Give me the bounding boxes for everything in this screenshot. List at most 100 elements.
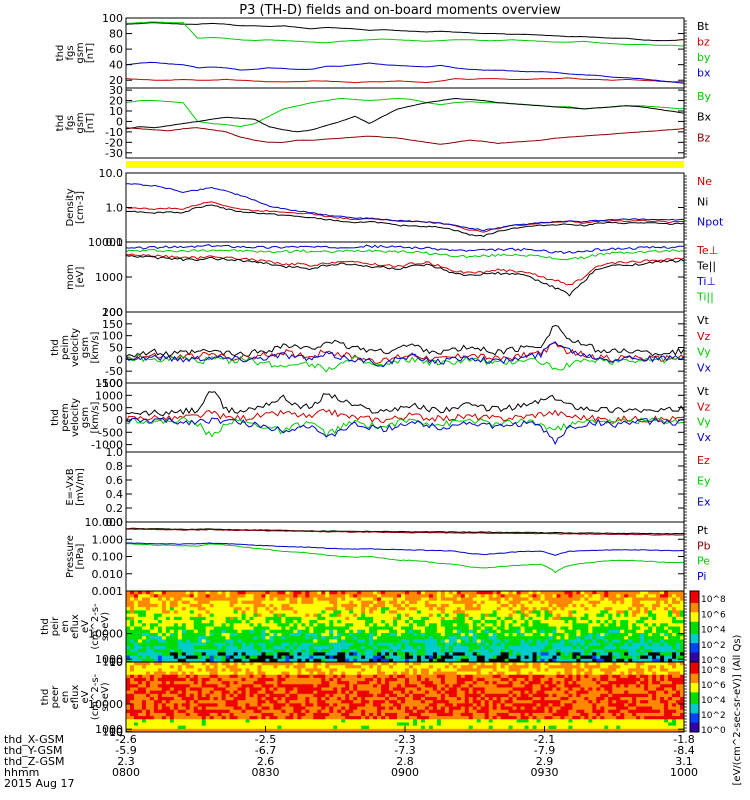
- spectrogram-cell: [205, 693, 211, 698]
- spectrogram-cell: [676, 600, 681, 605]
- spectrogram-cell: [357, 639, 362, 644]
- spectrogram-cell: [556, 591, 561, 595]
- spectrogram-cell: [189, 594, 195, 598]
- spectrogram-cell: [169, 620, 175, 624]
- spectrogram-cell: [289, 674, 294, 679]
- spectrogram-cell: [265, 716, 270, 720]
- spectrogram-cell: [496, 591, 502, 595]
- spectrogram-cell: [381, 607, 386, 611]
- spectrogram-cell: [153, 607, 159, 611]
- spectrogram-cell: [229, 700, 235, 704]
- spectrogram-cell: [173, 681, 179, 685]
- spectrogram-cell: [353, 620, 358, 624]
- spectrogram-cell: [576, 652, 581, 656]
- spectrogram-cell: [157, 613, 163, 618]
- spectrogram-cell: [424, 591, 430, 595]
- spectrogram-cell: [293, 591, 298, 595]
- spectrogram-cell: [293, 662, 298, 666]
- spectrogram-cell: [193, 677, 199, 682]
- spectrogram-cell: [528, 626, 533, 631]
- spectrogram-cell: [165, 616, 171, 621]
- spectrogram-cell: [185, 603, 191, 608]
- spectrogram-cell: [592, 607, 597, 611]
- spectrogram-cell: [201, 613, 207, 618]
- spectrogram-cell: [680, 636, 685, 640]
- spectrogram-cell: [185, 649, 191, 653]
- spectrogram-cell: [309, 610, 314, 614]
- spectrogram-cell: [321, 632, 326, 637]
- spectrogram-cell: [169, 716, 175, 720]
- spectrogram-cell: [301, 725, 306, 730]
- spectrogram-cell: [126, 706, 131, 711]
- spectrogram-cell: [584, 600, 589, 605]
- spectrogram-cell: [189, 607, 195, 611]
- spectrogram-cell: [165, 632, 171, 637]
- spectrogram-cell: [137, 722, 143, 727]
- spectrogram-cell: [624, 594, 629, 598]
- spectrogram-cell: [385, 728, 390, 733]
- spectrogram-cell: [508, 649, 514, 653]
- spectrogram-cell: [261, 728, 266, 733]
- legend-npot: Npot: [697, 216, 724, 229]
- spectrogram-cell: [281, 716, 286, 720]
- spectrogram-cell: [165, 658, 171, 663]
- spectrogram-cell: [648, 613, 653, 618]
- spectrogram-cell: [153, 693, 159, 698]
- spectrogram-cell: [205, 722, 211, 727]
- spectrogram-cell: [468, 655, 474, 660]
- spectrogram-cell: [141, 700, 147, 704]
- spectrogram-cell: [169, 645, 175, 650]
- spectrogram-cell: [141, 662, 147, 666]
- spectrogram-cell: [596, 603, 601, 608]
- spectrogram-cell: [385, 662, 390, 666]
- series-line-by: [125, 21, 685, 47]
- spectrogram-cell: [560, 655, 565, 660]
- spectrogram-cell: [301, 706, 306, 711]
- spectrogram-cell: [632, 649, 637, 653]
- spectrogram-cell: [636, 629, 641, 634]
- spectrogram-cell: [337, 693, 342, 698]
- spectrogram-cell: [201, 642, 207, 647]
- spectrogram-cell: [177, 719, 183, 723]
- spectrogram-cell: [516, 594, 521, 598]
- spectrogram-cell: [225, 690, 231, 695]
- spectrogram-cell: [253, 690, 258, 695]
- spectrogram-cell: [269, 728, 274, 733]
- spectrogram-cell: [181, 684, 187, 688]
- spectrogram-cell: [126, 684, 131, 688]
- spectrogram-cell: [460, 629, 466, 634]
- spectrogram-cell: [600, 658, 605, 663]
- spectrogram-cell: [189, 613, 195, 618]
- spectrogram-cell: [676, 649, 681, 653]
- spectrogram-cell: [620, 645, 625, 650]
- spectrogram-cell: [472, 610, 478, 614]
- spectrogram-cell: [528, 632, 533, 637]
- spectrogram-cell: [126, 722, 131, 727]
- spectrogram-cell: [408, 658, 414, 663]
- panel-frame: [125, 382, 685, 453]
- series-line-bt: [125, 22, 684, 42]
- spectrogram-cell: [532, 636, 537, 640]
- spectrogram-cell: [205, 700, 211, 704]
- spectrogram-cell: [253, 709, 258, 714]
- spectrogram-cell: [632, 639, 637, 644]
- spectrogram-cell: [377, 719, 382, 723]
- spectrogram-cell: [644, 642, 649, 647]
- spectrogram-cell: [285, 645, 290, 650]
- spectrogram-cell: [584, 613, 589, 618]
- spectrogram-cell: [492, 645, 498, 650]
- spectrogram-cell: [233, 722, 238, 727]
- spectrogram-cell: [217, 642, 223, 647]
- spectrogram-cell: [313, 594, 318, 598]
- spectrogram-cell: [345, 636, 350, 640]
- spectrogram-cell: [269, 620, 274, 624]
- spectrogram-cell: [564, 658, 569, 663]
- spectrogram-cell: [281, 681, 286, 685]
- spectrogram-cell: [157, 629, 163, 634]
- spectrogram-cell: [241, 600, 246, 605]
- spectrogram-cell: [153, 652, 159, 656]
- spectrogram-cell: [472, 636, 478, 640]
- spectrogram-cell: [572, 623, 577, 627]
- spectrogram-cell: [301, 603, 306, 608]
- spectrogram-cell: [253, 639, 258, 644]
